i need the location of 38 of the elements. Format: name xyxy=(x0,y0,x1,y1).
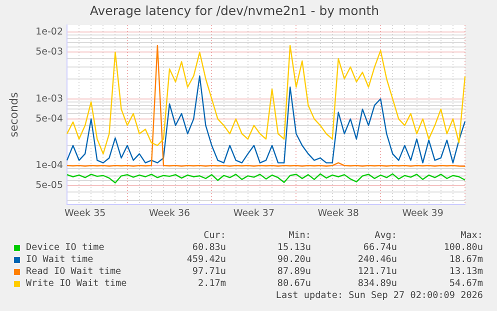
y-tick-label: 5e-03 xyxy=(36,46,63,58)
text: 97.71u xyxy=(192,266,226,277)
y-tick-label: 5e-04 xyxy=(36,113,63,124)
x-tick-label: Week 35 xyxy=(64,208,106,219)
x-tick-label: Week 36 xyxy=(148,208,190,219)
text: 240.46u xyxy=(358,254,397,265)
text: Last update: Sun Sep 27 02:00:09 2026 xyxy=(274,290,484,302)
text: 100.80u xyxy=(444,242,483,253)
text: Avg: xyxy=(374,230,397,241)
y-tick-label: 1e-03 xyxy=(36,93,63,104)
text: 66.74u xyxy=(363,242,397,253)
text: 834.89u xyxy=(358,278,397,289)
text: 13.13m xyxy=(449,266,483,277)
legend-label: Write IO Wait time xyxy=(26,278,127,289)
text: 18.67m xyxy=(449,254,483,265)
legend-label: Device IO time xyxy=(26,242,104,253)
y-axis-title: seconds xyxy=(7,92,20,138)
text: Max: xyxy=(460,230,483,241)
legend-label: IO Wait time xyxy=(26,254,94,265)
text: Min: xyxy=(288,230,311,241)
text: 90.20u xyxy=(277,254,311,265)
legend-label: Read IO Wait time xyxy=(26,266,122,277)
y-tick-label: 5e-05 xyxy=(36,180,63,192)
text: Cur: xyxy=(204,230,226,241)
x-tick-label: Week 37 xyxy=(233,208,275,219)
x-tick-label: Week 39 xyxy=(402,208,444,219)
text: 87.89u xyxy=(277,266,311,277)
text: 60.83u xyxy=(192,242,226,253)
text: 121.71u xyxy=(358,266,397,277)
y-tick-label: 1e-04 xyxy=(36,160,63,172)
text: 80.67u xyxy=(277,278,311,289)
chart-title: Average latency for /dev/nvme2n1 - by month xyxy=(90,2,380,18)
text: 54.67m xyxy=(449,278,483,289)
text: 459.42u xyxy=(186,254,226,265)
y-tick-label: 1e-02 xyxy=(36,26,63,38)
text: 2.17m xyxy=(198,278,226,289)
x-tick-label: Week 38 xyxy=(318,208,359,219)
text: 15.13u xyxy=(277,242,311,253)
